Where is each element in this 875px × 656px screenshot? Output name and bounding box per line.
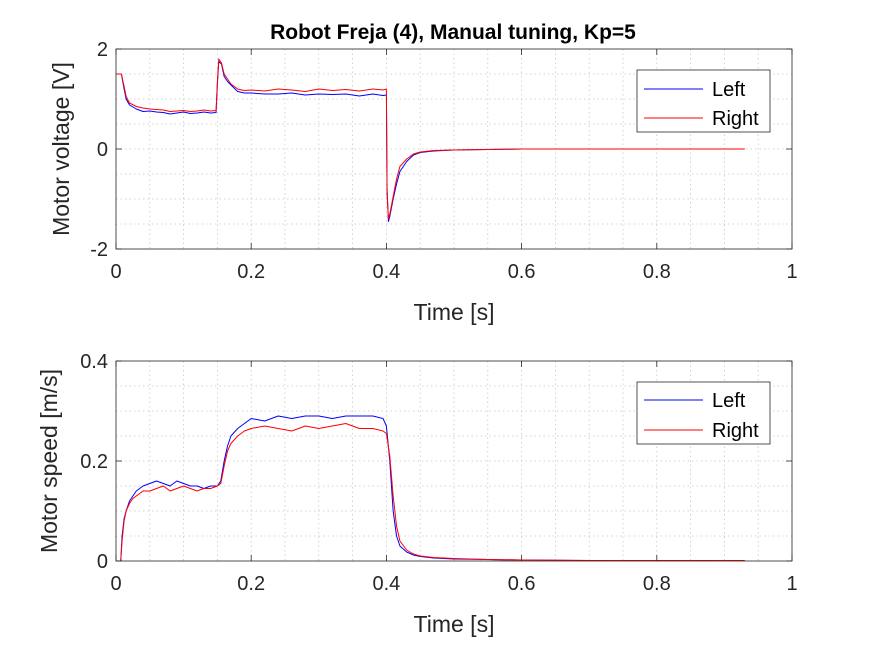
voltage-x-tick-label: 1: [786, 261, 797, 283]
speed-series-right-line: [116, 423, 745, 562]
voltage-legend-left-label: Left: [712, 79, 746, 101]
speed-x-tick-label: 0.6: [508, 573, 536, 595]
voltage-y-axis-label: Motor voltage [V]: [48, 62, 74, 236]
speed-x-tick-label: 0.4: [372, 573, 400, 595]
speed-y-tick-label: 0.4: [80, 351, 108, 373]
voltage-x-tick-label: 0.8: [643, 261, 671, 283]
speed-x-axis-label: Time [s]: [414, 611, 495, 637]
voltage-x-tick-label: 0: [110, 261, 121, 283]
voltage-y-tick-label: 2: [97, 39, 108, 61]
speed-x-tick-label: 0.8: [643, 573, 671, 595]
speed-x-tick-label: 1: [786, 573, 797, 595]
speed-y-tick-label: 0: [97, 551, 108, 573]
speed-y-tick-label: 0.2: [80, 451, 108, 473]
voltage-x-tick-label: 0.2: [237, 261, 265, 283]
speed-legend-box: [636, 381, 771, 445]
voltage-legend: Left Right: [636, 69, 771, 133]
speed-legend-right-label: Right: [712, 420, 759, 442]
speed-x-tick-label: 0: [110, 573, 121, 595]
speed-x-tick-label: 0.2: [237, 573, 265, 595]
chart-title: Robot Freja (4), Manual tuning, Kp=5: [270, 21, 636, 44]
voltage-x-tick-label: 0.6: [508, 261, 536, 283]
speed-y-axis-label: Motor speed [m/s]: [36, 369, 62, 553]
speed-plot: 0 0.2 0.4 0.6 0.8 1 0 0.2 0.4 Time [s] Motor spe…: [36, 351, 798, 637]
speed-legend-left-label: Left: [712, 390, 746, 412]
speed-series-left-line: [116, 415, 745, 562]
voltage-legend-right-label: Right: [712, 108, 759, 130]
voltage-x-tick-label: 0.4: [372, 261, 400, 283]
voltage-series-right-line: [116, 58, 745, 220]
voltage-y-tick-label: 0: [97, 139, 108, 161]
voltage-series-left-line: [116, 61, 745, 222]
voltage-y-tick-label: -2: [90, 239, 108, 261]
voltage-plot: 0 0.2 0.4 0.6 0.8 1-202 Time [s] Motor voltag…: [48, 39, 798, 325]
voltage-legend-box: [636, 69, 771, 133]
speed-legend: Left Right: [636, 381, 771, 445]
voltage-x-axis-label: Time [s]: [414, 299, 495, 325]
